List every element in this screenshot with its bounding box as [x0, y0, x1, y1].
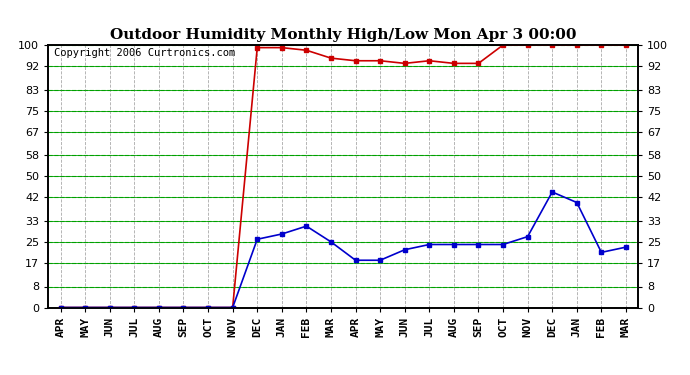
- Title: Outdoor Humidity Monthly High/Low Mon Apr 3 00:00: Outdoor Humidity Monthly High/Low Mon Ap…: [110, 28, 577, 42]
- Text: Copyright 2006 Curtronics.com: Copyright 2006 Curtronics.com: [55, 48, 235, 58]
